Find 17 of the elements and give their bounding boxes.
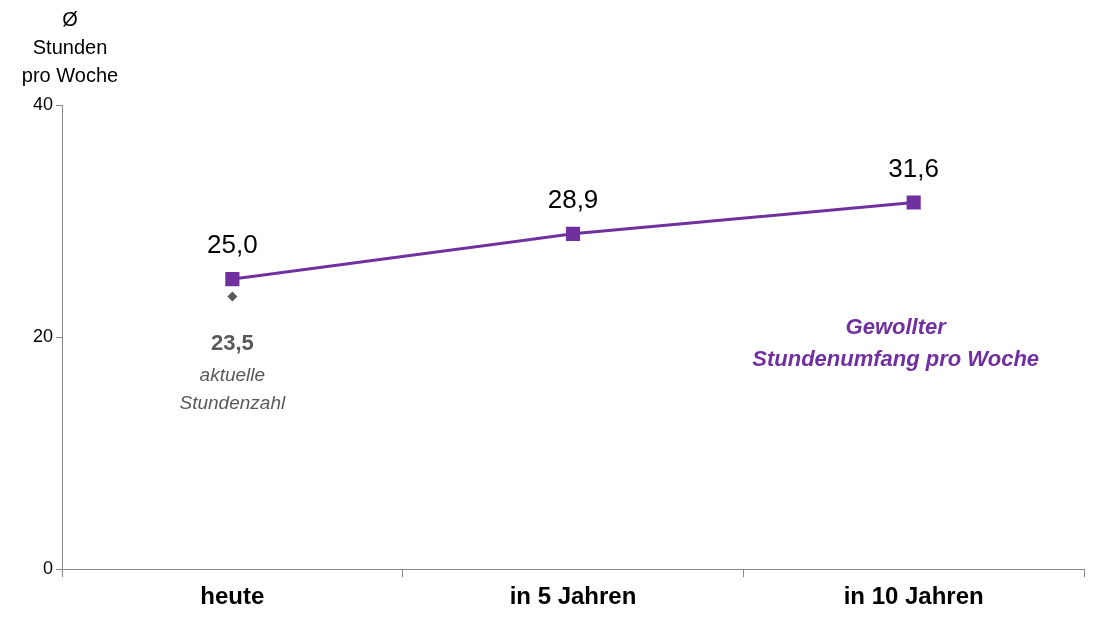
x-tick-label: in 5 Jahren: [509, 582, 637, 610]
y-axis-title: Ø Stunden pro Woche: [21, 7, 119, 86]
data-label: 31,6: [888, 152, 939, 183]
point: [565, 226, 581, 241]
data-label: 28,9: [547, 183, 599, 214]
text: aktuelle Stundenzahl: [179, 363, 286, 413]
data-label: 25,0: [207, 229, 258, 260]
x-tick-label: in 10 Jahren: [843, 582, 984, 610]
data-label: 23,5: [210, 329, 254, 355]
y-tick-label: 40: [32, 93, 54, 114]
point: [906, 195, 921, 210]
y-tick-label: 20: [32, 326, 54, 347]
x-tick-label: heute: [200, 582, 265, 610]
point: [227, 291, 238, 302]
point: [225, 272, 240, 287]
y-tick-label: 0: [43, 558, 54, 579]
text: Gewollter Stundenumfang pro Woche: [752, 313, 1040, 371]
